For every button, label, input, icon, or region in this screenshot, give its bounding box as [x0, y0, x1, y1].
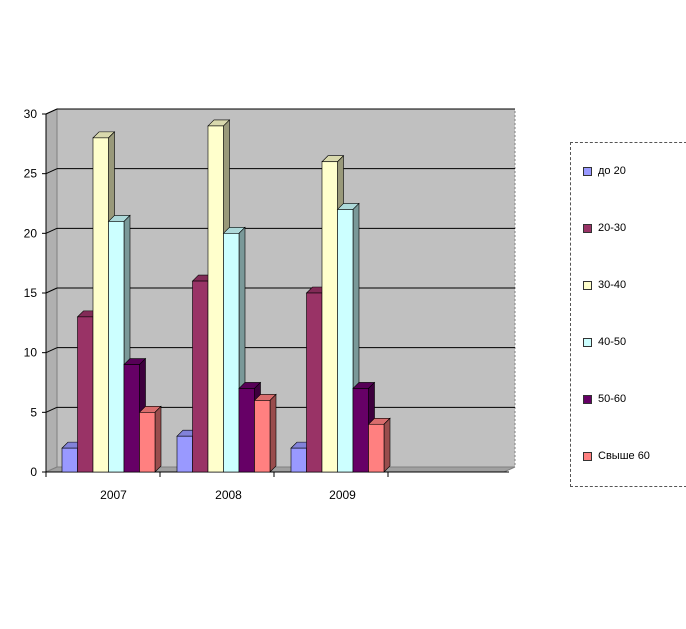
gridline-side — [45, 287, 58, 294]
bar — [207, 125, 224, 473]
bar — [92, 137, 109, 473]
legend-label: 50-60 — [598, 393, 627, 405]
bar — [238, 388, 255, 473]
x-tick-label: 2008 — [215, 488, 242, 502]
y-tick-label: 15 — [24, 286, 38, 300]
bar — [290, 447, 307, 473]
bar — [192, 280, 209, 473]
y-tick-label: 20 — [24, 226, 38, 240]
bar — [306, 292, 323, 473]
gridline-side — [45, 108, 58, 115]
legend-item: 20-30 — [583, 222, 626, 234]
bar — [337, 209, 354, 473]
gridline-side — [45, 227, 58, 234]
bar — [139, 412, 156, 473]
legend-label: до 20 — [598, 165, 626, 177]
legend: до 20 20-30 30-40 40-50 50-60 Свыше 60 — [570, 142, 686, 487]
legend-swatch — [583, 451, 592, 461]
legend-label: 20-30 — [598, 222, 627, 234]
legend-swatch — [583, 280, 592, 290]
y-tick-label: 0 — [30, 465, 37, 479]
legend-item: Свыше 60 — [583, 450, 650, 462]
bar — [77, 316, 94, 473]
y-tick-label: 10 — [24, 346, 38, 360]
bar-side — [269, 393, 277, 473]
y-tick-label: 30 — [24, 107, 38, 121]
legend-label: 40-50 — [598, 336, 627, 348]
y-tick-label: 5 — [30, 405, 37, 419]
legend-item: 40-50 — [583, 336, 626, 348]
legend-label: 30-40 — [598, 279, 627, 291]
gridline-side — [45, 347, 58, 354]
gridline-side — [45, 406, 58, 413]
x-tick-label: 2009 — [329, 488, 356, 502]
legend-swatch — [583, 223, 592, 233]
bar — [123, 364, 140, 473]
legend-item: 50-60 — [583, 393, 626, 405]
legend-swatch — [583, 394, 592, 404]
legend-item: до 20 — [583, 165, 626, 177]
bar — [321, 161, 338, 473]
legend-swatch — [583, 166, 592, 176]
bar — [352, 388, 369, 473]
bar — [108, 221, 125, 473]
legend-swatch — [583, 337, 592, 347]
bar — [176, 435, 193, 473]
bar-side — [383, 417, 391, 473]
x-tick-label: 2007 — [100, 488, 127, 502]
legend-label: Свыше 60 — [598, 450, 650, 462]
gridline-side — [45, 168, 58, 175]
bar-side — [154, 405, 162, 473]
bar — [61, 447, 78, 473]
bar — [368, 423, 385, 473]
bar — [254, 400, 271, 473]
y-tick-label: 25 — [24, 167, 38, 181]
legend-item: 30-40 — [583, 279, 626, 291]
bar — [223, 233, 240, 473]
